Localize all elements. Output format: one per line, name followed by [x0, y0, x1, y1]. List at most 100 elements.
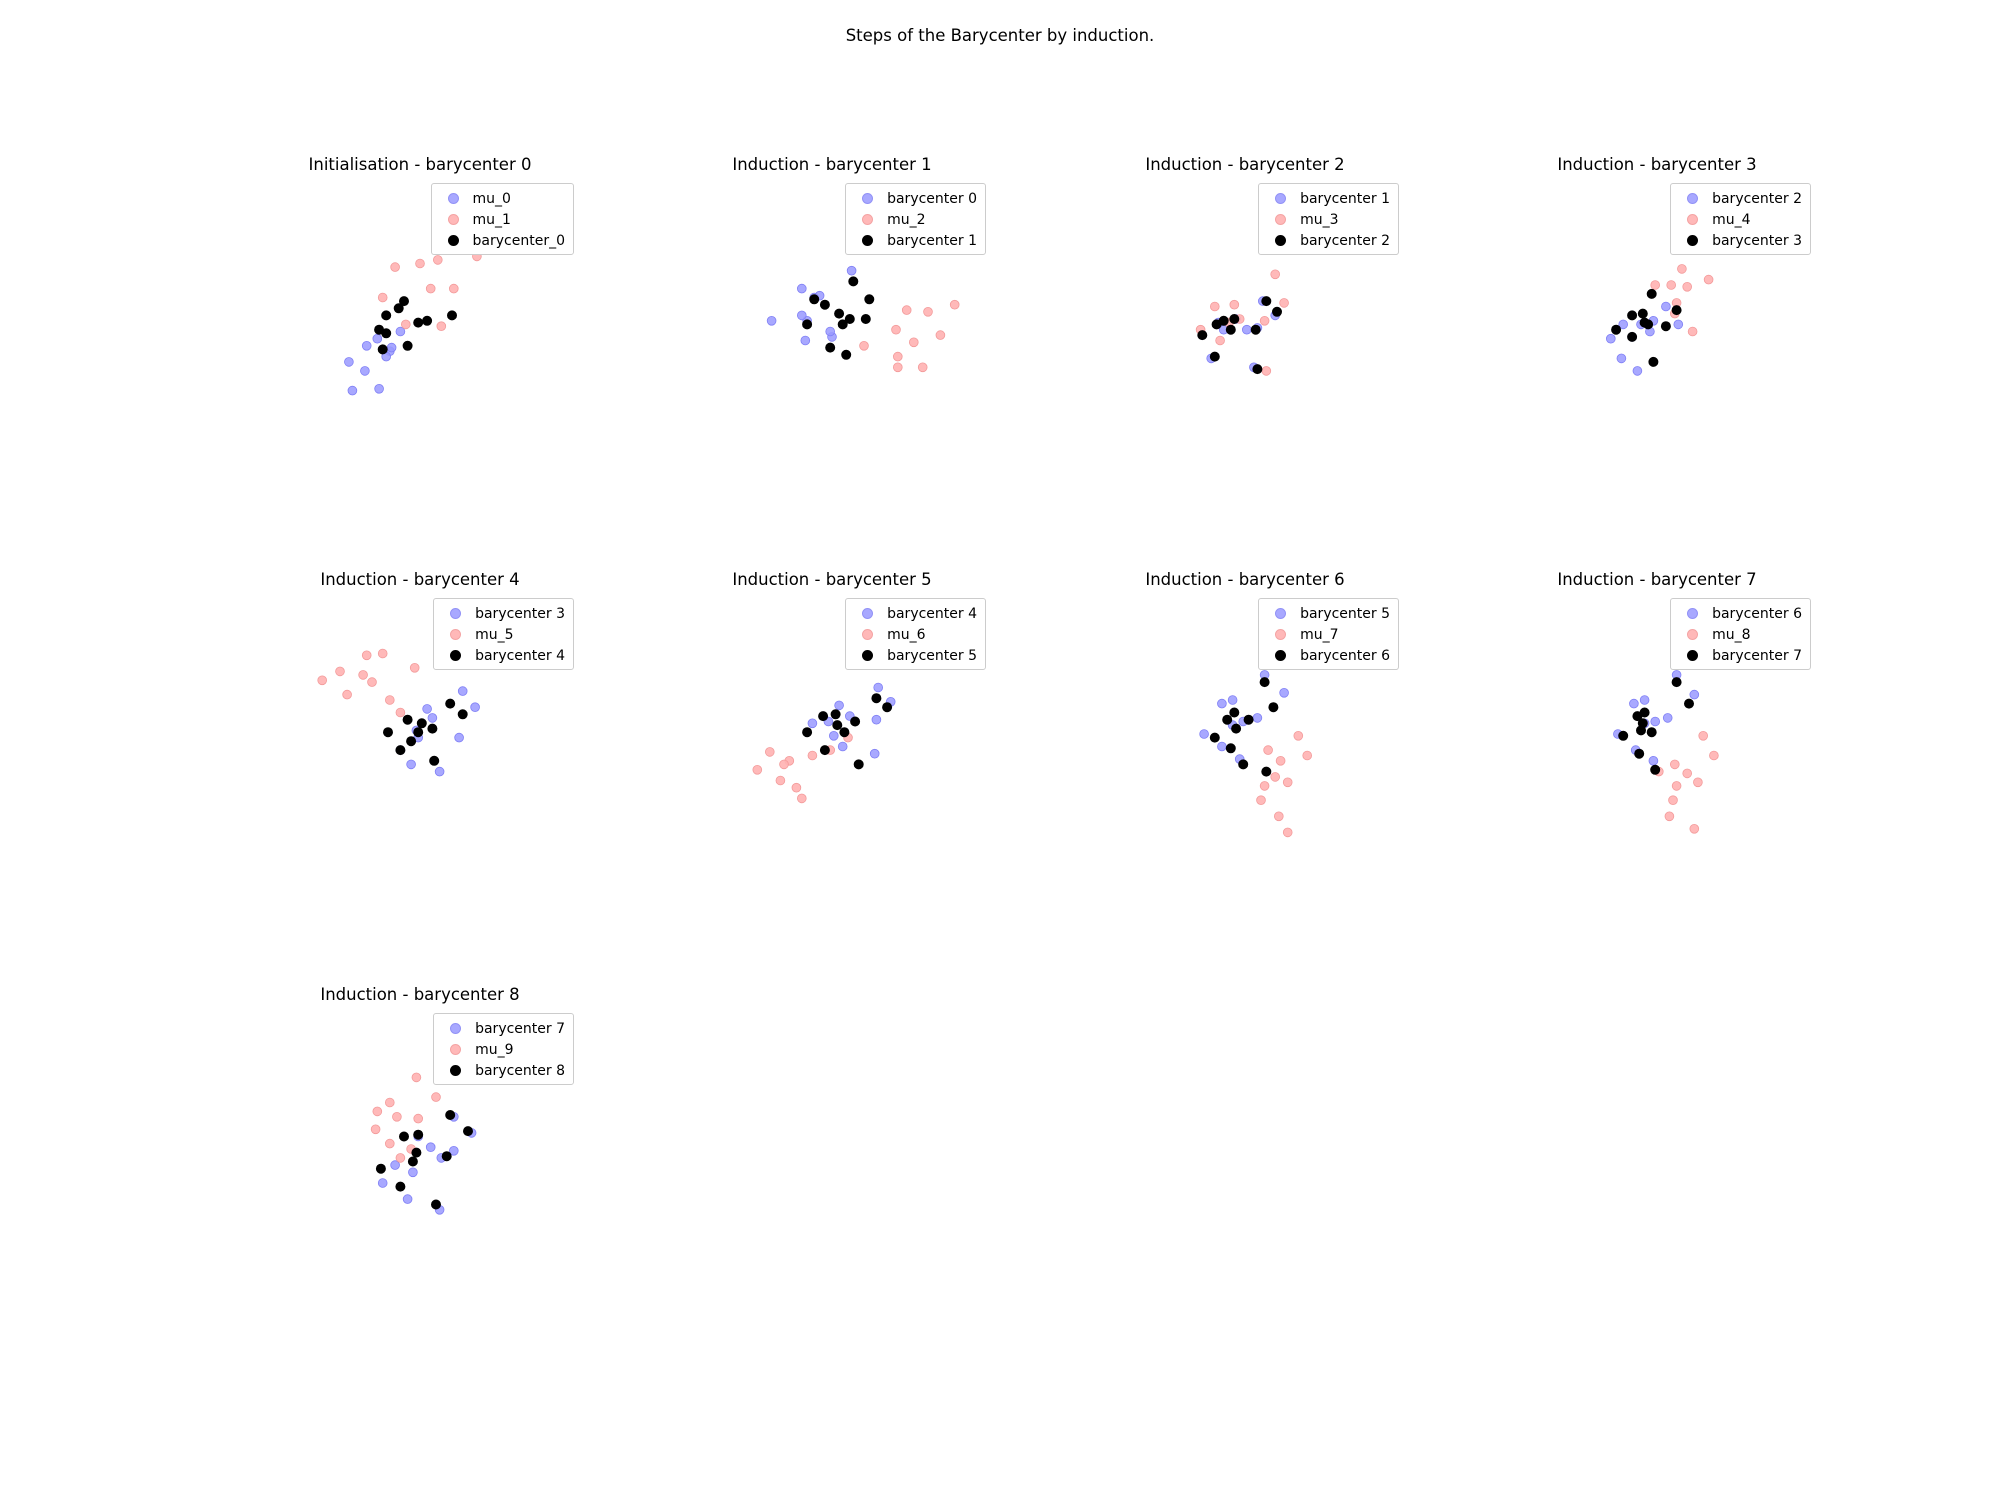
legend-marker	[1275, 193, 1287, 204]
scatter-point	[1648, 356, 1659, 367]
scatter-point	[1662, 713, 1673, 723]
scatter-point	[844, 313, 855, 324]
scatter-point	[375, 1163, 386, 1174]
scatter-point	[390, 262, 400, 272]
legend-entry: mu_4	[1679, 209, 1802, 230]
scatter-point	[407, 1156, 418, 1167]
scatter-point	[402, 340, 413, 351]
scatter-point	[1650, 716, 1661, 727]
scatter-point	[377, 648, 388, 659]
scatter-point	[411, 1147, 422, 1158]
scatter-point	[1222, 714, 1233, 725]
legend-marker	[450, 1065, 462, 1076]
scatter-point	[347, 385, 358, 396]
subplot-title: Induction - barycenter 4	[320, 570, 520, 589]
scatter-point	[1637, 308, 1648, 319]
scatter-point	[401, 319, 411, 330]
legend-entry: barycenter 8	[442, 1060, 565, 1081]
scatter-point	[1259, 781, 1270, 791]
scatter-point	[949, 299, 960, 310]
scatter-point	[1275, 756, 1286, 766]
subplot-title: Induction - barycenter 3	[1557, 155, 1757, 174]
scatter-point	[385, 1138, 395, 1149]
legend-marker	[862, 193, 874, 204]
scatter-point	[859, 341, 869, 351]
scatter-point	[425, 1142, 436, 1153]
legend-label: mu_9	[475, 1041, 514, 1058]
legend-label: barycenter 4	[887, 605, 977, 622]
legend-label: barycenter 2	[1300, 232, 1390, 249]
scatter-point	[850, 716, 861, 727]
scatter-point	[1677, 264, 1687, 274]
scatter-point	[457, 709, 468, 720]
series-barycenter-5	[802, 693, 893, 770]
scatter-point	[807, 718, 818, 729]
scatter-point	[882, 702, 893, 713]
legend-entry: barycenter 5	[854, 645, 977, 666]
scatter-plot-area	[752, 682, 896, 804]
legend-entry: mu_0	[440, 188, 565, 209]
scatter-point	[1259, 677, 1270, 688]
legend-entry: barycenter 7	[442, 1018, 565, 1039]
scatter-point	[1279, 688, 1289, 698]
legend-label: barycenter 6	[1712, 605, 1802, 622]
scatter-point	[445, 1110, 456, 1121]
scatter-point	[917, 362, 928, 373]
series-mu-0	[344, 326, 406, 396]
legend-label: mu_2	[887, 211, 926, 228]
series-barycenter-3	[1611, 288, 1682, 367]
legend-marker	[1275, 650, 1287, 661]
legend-entry: barycenter 3	[1679, 230, 1802, 251]
legend-label: barycenter 4	[475, 647, 565, 664]
scatter-point	[1263, 745, 1273, 755]
scatter-point	[935, 330, 946, 340]
scatter-point	[427, 713, 438, 723]
legend: barycenter 1 mu_3 barycenter 2	[1258, 183, 1399, 255]
scatter-point	[1664, 811, 1675, 822]
scatter-point	[891, 324, 901, 335]
scatter-point	[395, 707, 406, 718]
scatter-point	[441, 1151, 452, 1162]
scatter-point	[425, 283, 436, 294]
legend-entry: mu_3	[1267, 209, 1390, 230]
subplot-0: Initialisation - barycenter 0 mu_0 mu_1 bar…	[260, 155, 580, 455]
legend-entry: barycenter 1	[1267, 188, 1390, 209]
scatter-point	[839, 727, 850, 738]
legend-label: mu_0	[472, 190, 511, 207]
scatter-point	[1243, 714, 1254, 725]
legend-entry: barycenter 3	[442, 603, 565, 624]
series-mu-6	[752, 732, 853, 804]
legend-marker	[450, 608, 462, 619]
legend-label: mu_8	[1712, 626, 1751, 643]
legend-marker	[1687, 608, 1699, 619]
scatter-point	[1682, 768, 1693, 779]
scatter-point	[433, 255, 443, 265]
scatter-point	[1661, 301, 1671, 312]
legend: barycenter 4 mu_6 barycenter 5	[845, 598, 986, 670]
scatter-point	[853, 759, 864, 770]
scatter-point	[429, 755, 440, 766]
scatter-point	[431, 1092, 441, 1102]
series-barycenter-4	[807, 682, 896, 759]
scatter-point	[344, 357, 354, 367]
scatter-point	[457, 686, 468, 696]
scatter-point	[1687, 326, 1698, 337]
scatter-point	[1261, 296, 1272, 307]
scatter-point	[1650, 280, 1661, 290]
legend: barycenter 6 mu_8 barycenter 7	[1670, 598, 1811, 670]
legend-label: mu_4	[1712, 211, 1751, 228]
scatter-point	[1611, 324, 1622, 335]
series-mu-7	[1256, 731, 1313, 838]
scatter-point	[1227, 695, 1238, 705]
scatter-point	[834, 700, 844, 711]
legend-marker	[1687, 235, 1699, 246]
legend-label: mu_1	[472, 211, 511, 228]
subplot-title: Induction - barycenter 1	[732, 155, 932, 174]
scatter-point	[834, 308, 845, 319]
scatter-point	[909, 337, 919, 348]
scatter-point	[809, 294, 820, 305]
scatter-point	[923, 307, 933, 317]
scatter-plot-area	[370, 1072, 477, 1215]
series-barycenter-5	[1199, 670, 1289, 764]
